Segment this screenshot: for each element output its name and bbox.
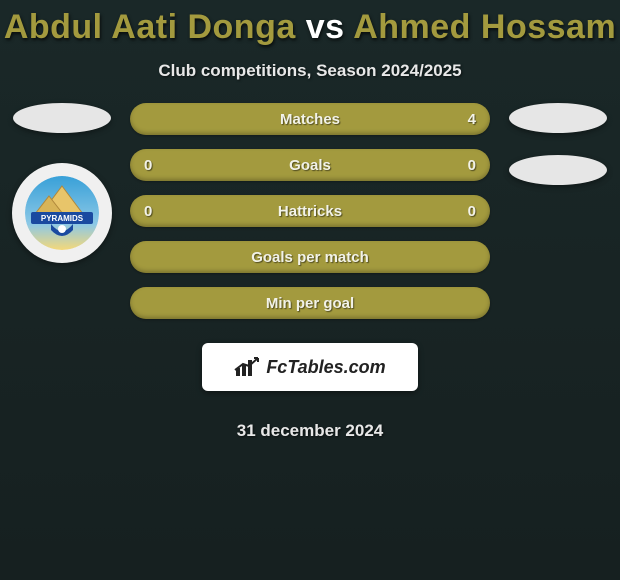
svg-text:PYRAMIDS: PYRAMIDS [41, 214, 84, 223]
bar-chart-icon [234, 356, 260, 378]
left-club-badge: PYRAMIDS [12, 163, 112, 263]
pyramids-emblem: PYRAMIDS [25, 176, 99, 250]
right-side-column [508, 103, 608, 441]
stat-left-value: 0 [144, 157, 168, 174]
comparison-layout: PYRAMIDS Matches40Goals00Hattricks0Goals… [0, 103, 620, 441]
right-flag-oval-2 [509, 155, 607, 185]
stat-label: Goals per match [168, 249, 452, 266]
stat-row-matches: Matches4 [130, 103, 490, 135]
player1-name: Abdul Aati Donga [4, 8, 296, 46]
left-side-column: PYRAMIDS [12, 103, 112, 441]
stat-row-goals-per-match: Goals per match [130, 241, 490, 273]
right-flag-oval-1 [509, 103, 607, 133]
stat-row-goals: 0Goals0 [130, 149, 490, 181]
stats-column: Matches40Goals00Hattricks0Goals per matc… [130, 103, 490, 441]
fctables-logo-text: FcTables.com [266, 357, 385, 378]
stat-label: Min per goal [168, 295, 452, 312]
left-flag-oval [13, 103, 111, 133]
stat-row-min-per-goal: Min per goal [130, 287, 490, 319]
stat-label: Hattricks [168, 203, 452, 220]
stat-label: Goals [168, 157, 452, 174]
page-title: Abdul Aati Donga vs Ahmed Hossam [0, 0, 620, 47]
stat-right-value: 0 [452, 203, 476, 220]
fctables-logo-box[interactable]: FcTables.com [202, 343, 418, 391]
player2-name: Ahmed Hossam [353, 8, 616, 46]
stat-left-value: 0 [144, 203, 168, 220]
stat-right-value: 0 [452, 157, 476, 174]
vs-text: vs [306, 8, 345, 46]
date-text: 31 december 2024 [130, 421, 490, 441]
stat-label: Matches [168, 111, 452, 128]
stat-right-value: 4 [452, 111, 476, 128]
subtitle: Club competitions, Season 2024/2025 [0, 61, 620, 81]
stat-row-hattricks: 0Hattricks0 [130, 195, 490, 227]
